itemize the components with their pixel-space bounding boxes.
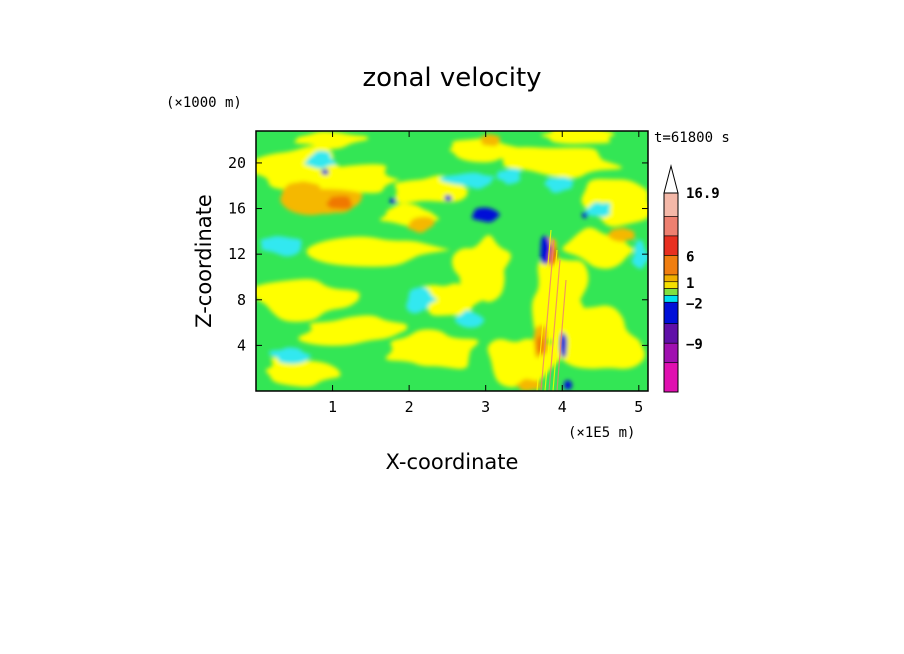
x-tick-label: 5: [634, 398, 643, 416]
contour-region: [536, 334, 545, 355]
streak-line: [552, 269, 564, 391]
y-unit-label: (×1000 m): [166, 95, 242, 111]
colorbar-box: [663, 274, 679, 283]
y-tick-label: 4: [237, 336, 246, 354]
colorbar-box: [663, 288, 679, 296]
x-tick-label: 2: [405, 398, 414, 416]
colorbar-label: 6: [686, 249, 694, 265]
x-tick-label: 1: [328, 398, 337, 416]
contour-region: [281, 181, 321, 201]
contour-region: [551, 305, 645, 369]
contour-region: [541, 131, 615, 145]
contour-region: [304, 150, 337, 169]
contour-region: [439, 172, 495, 189]
streak-line: [548, 259, 561, 391]
streak-line: [544, 249, 558, 391]
contour-region: [631, 239, 648, 269]
contour-region: [540, 235, 551, 264]
x-tick-label: 3: [481, 398, 490, 416]
field-contours: [256, 131, 648, 391]
contour-region: [407, 216, 435, 233]
contour-region: [496, 168, 522, 185]
streak-line: [540, 239, 555, 391]
x-axis-ticks: 1 2 3 4 5: [328, 131, 643, 416]
colorbar-extend-arrow: [663, 164, 679, 194]
contour-region: [471, 207, 501, 223]
contour-region: [607, 227, 635, 242]
contour-region: [406, 286, 438, 314]
contour-region: [389, 198, 397, 204]
contour-region: [294, 131, 369, 150]
colorbar-label: −2: [686, 296, 703, 312]
colorbar-box: [663, 323, 679, 344]
colorbar-box: [663, 216, 679, 237]
time-label: t=61800 s: [654, 130, 730, 146]
contour-region: [260, 236, 302, 257]
colorbar: 16.9 6 1 −2 −9: [663, 164, 720, 393]
colorbar-box: [663, 192, 679, 217]
velocity-field: [256, 131, 648, 391]
contour-region: [326, 195, 352, 210]
y-tick-label: 20: [228, 154, 246, 172]
streak-line: [556, 279, 567, 391]
contour-region: [418, 283, 484, 317]
y-tick-label: 8: [237, 291, 246, 309]
contour-region: [499, 146, 623, 179]
contour-region: [582, 211, 588, 219]
colorbar-box: [663, 301, 679, 325]
streak-line: [536, 229, 552, 391]
colorbar-label: 1: [686, 276, 694, 292]
colorbar-label: 16.9: [686, 186, 720, 202]
contour-region: [515, 378, 543, 391]
y-tick-label: 16: [228, 200, 246, 218]
field-streaks: [536, 229, 567, 391]
contour-region: [544, 176, 574, 193]
contour-region: [268, 347, 312, 364]
x-axis-label: X-coordinate: [386, 450, 519, 474]
y-axis-label: Z-coordinate: [192, 194, 216, 328]
x-unit-label: (×1E5 m): [568, 425, 635, 441]
colorbar-box: [663, 255, 679, 276]
contour-region: [454, 310, 485, 328]
contour-region: [444, 194, 453, 202]
contour-region: [451, 235, 511, 302]
contour-region: [298, 315, 408, 346]
contour-region: [321, 169, 329, 176]
contour-region: [256, 278, 360, 322]
contour-region: [563, 380, 573, 390]
contour-region: [306, 236, 451, 267]
contour-region: [585, 202, 611, 218]
contour-region: [385, 329, 479, 369]
contour-region: [265, 357, 341, 387]
colorbar-label: −9: [686, 337, 703, 353]
colorbar-box: [663, 362, 679, 393]
colorbar-box: [663, 342, 679, 364]
y-axis-ticks: 4 8 12 16 20: [228, 154, 648, 354]
chart-title: zonal velocity: [362, 63, 541, 93]
colorbar-frame: [663, 192, 679, 393]
colorbar-box: [663, 295, 679, 303]
contour-region: [480, 134, 501, 147]
x-tick-label: 4: [558, 398, 567, 416]
contour-region: [449, 138, 531, 163]
plot-frame: [255, 130, 649, 392]
colorbar-box: [663, 235, 679, 256]
colorbar-box: [663, 281, 679, 289]
y-tick-label: 12: [228, 245, 246, 263]
